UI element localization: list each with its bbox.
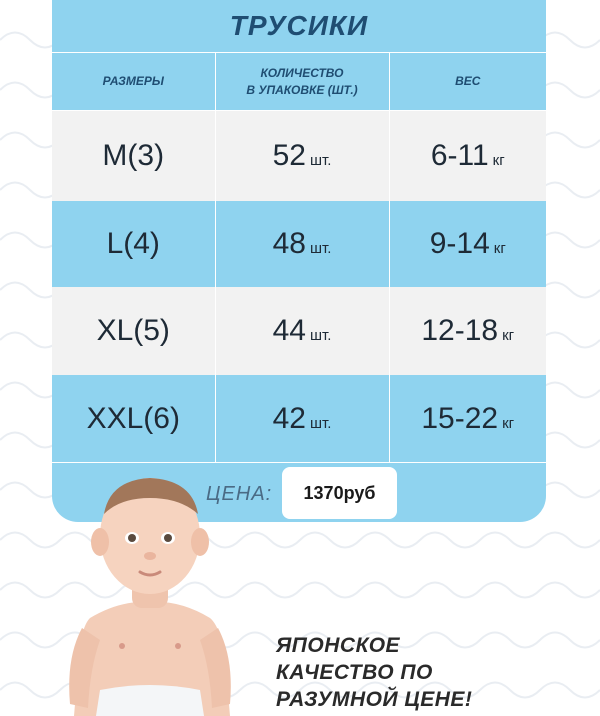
table-row: XL(5) 44 шт. 12-18 кг: [52, 286, 546, 375]
header-count-line2: В УПАКОВКЕ (ШТ.): [246, 82, 358, 97]
slogan: ЯПОНСКОЕ КАЧЕСТВО ПО РАЗУМНОЙ ЦЕНЕ!: [276, 632, 472, 713]
header-weight: ВЕС: [389, 52, 546, 111]
size-cell: M(3): [52, 110, 216, 201]
weight-cell: 9-14 кг: [389, 200, 546, 287]
count-cell: 42 шт.: [215, 374, 390, 463]
header-size: РАЗМЕРЫ: [52, 52, 216, 111]
weight-cell: 15-22 кг: [389, 374, 546, 463]
slogan-line: РАЗУМНОЙ ЦЕНЕ!: [276, 688, 473, 711]
slogan-line: КАЧЕСТВО ПО: [276, 661, 433, 684]
price-label: ЦЕНА:: [206, 483, 273, 505]
count-cell: 52 шт.: [215, 110, 390, 201]
weight-cell: 6-11 кг: [389, 110, 546, 201]
size-table: РАЗМЕРЫ КОЛИЧЕСТВО В УПАКОВКЕ (ШТ.) ВЕС …: [52, 52, 546, 463]
size-cell: L(4): [52, 200, 216, 287]
weight-cell: 12-18 кг: [389, 286, 546, 375]
table-header-row: РАЗМЕРЫ КОЛИЧЕСТВО В УПАКОВКЕ (ШТ.) ВЕС: [52, 52, 546, 111]
count-cell: 44 шт.: [215, 286, 390, 375]
count-cell: 48 шт.: [215, 200, 390, 287]
table-row: L(4) 48 шт. 9-14 кг: [52, 200, 546, 287]
size-cell: XL(5): [52, 286, 216, 375]
chart-title: ТРУСИКИ: [229, 10, 369, 41]
slogan-line: ЯПОНСКОЕ: [276, 634, 401, 657]
table-row: XXL(6) 42 шт. 15-22 кг: [52, 374, 546, 463]
price-row: ЦЕНА: 1370руб: [52, 462, 546, 522]
price-value: 1370руб: [282, 467, 397, 519]
size-cell: XXL(6): [52, 374, 216, 463]
header-count: КОЛИЧЕСТВО В УПАКОВКЕ (ШТ.): [215, 52, 390, 111]
table-row: M(3) 52 шт. 6-11 кг: [52, 110, 546, 201]
baby-photo: [69, 478, 231, 716]
size-chart-card: ТРУСИКИ РАЗМЕРЫ КОЛИЧЕСТВО В УПАКОВКЕ (Ш…: [52, 0, 546, 522]
header-count-line1: КОЛИЧЕСТВО: [260, 65, 344, 80]
